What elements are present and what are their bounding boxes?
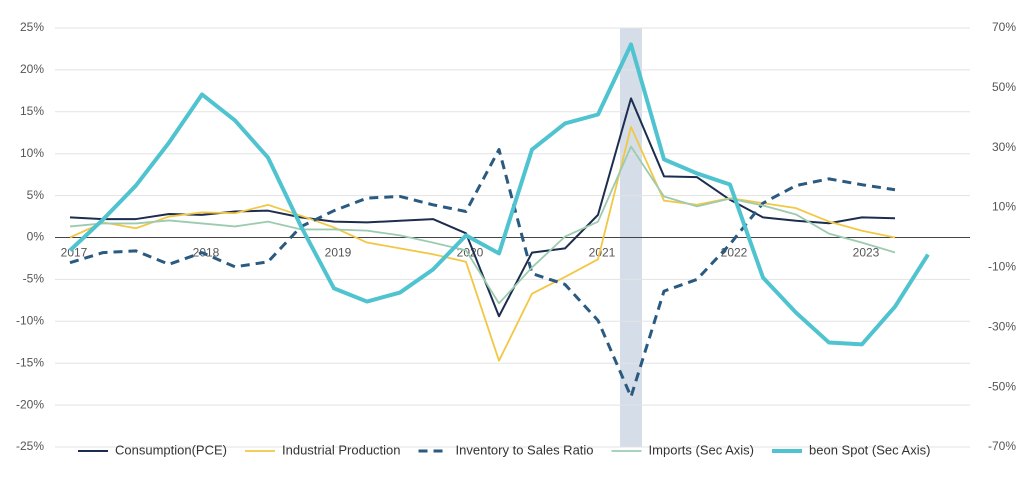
x-tick-label: 2023 [853, 246, 880, 260]
y-tick-label: 15% [20, 104, 44, 118]
y2-tick-label: -50% [988, 379, 1016, 393]
x-tick-label: 2022 [721, 246, 748, 260]
y-tick-label: 10% [20, 146, 44, 160]
legend-label: beon Spot (Sec Axis) [809, 442, 930, 457]
x-tick-label: 2021 [589, 246, 616, 260]
y-tick-label: 25% [20, 20, 44, 34]
y-tick-label: -20% [16, 397, 44, 411]
x-tick-label: 2019 [325, 246, 352, 260]
y2-tick-label: 50% [992, 80, 1016, 94]
series-line [68, 42, 930, 347]
x-tick-label: 2017 [61, 246, 88, 260]
series-line [69, 125, 896, 362]
legend-label: Consumption(PCE) [115, 442, 227, 457]
series-line [69, 145, 896, 305]
y-tick-label: -10% [16, 313, 44, 327]
legend-label: Industrial Production [282, 442, 401, 457]
y-tick-label: 5% [27, 188, 45, 202]
series-line [69, 97, 896, 318]
y2-tick-label: -30% [988, 319, 1016, 333]
legend-label: Inventory to Sales Ratio [456, 442, 594, 457]
y-tick-label: 0% [27, 230, 45, 244]
y2-tick-label: -70% [988, 439, 1016, 453]
y-tick-label: -15% [16, 355, 44, 369]
y2-tick-label: 70% [992, 20, 1016, 34]
y-tick-label: -5% [23, 272, 45, 286]
y-tick-label: -25% [16, 439, 44, 453]
y2-tick-label: 10% [992, 200, 1016, 214]
y2-tick-label: 30% [992, 140, 1016, 154]
y-tick-label: 20% [20, 62, 44, 76]
legend-label: Imports (Sec Axis) [649, 442, 754, 457]
y2-tick-label: -10% [988, 260, 1016, 274]
x-tick-label: 2018 [193, 246, 220, 260]
